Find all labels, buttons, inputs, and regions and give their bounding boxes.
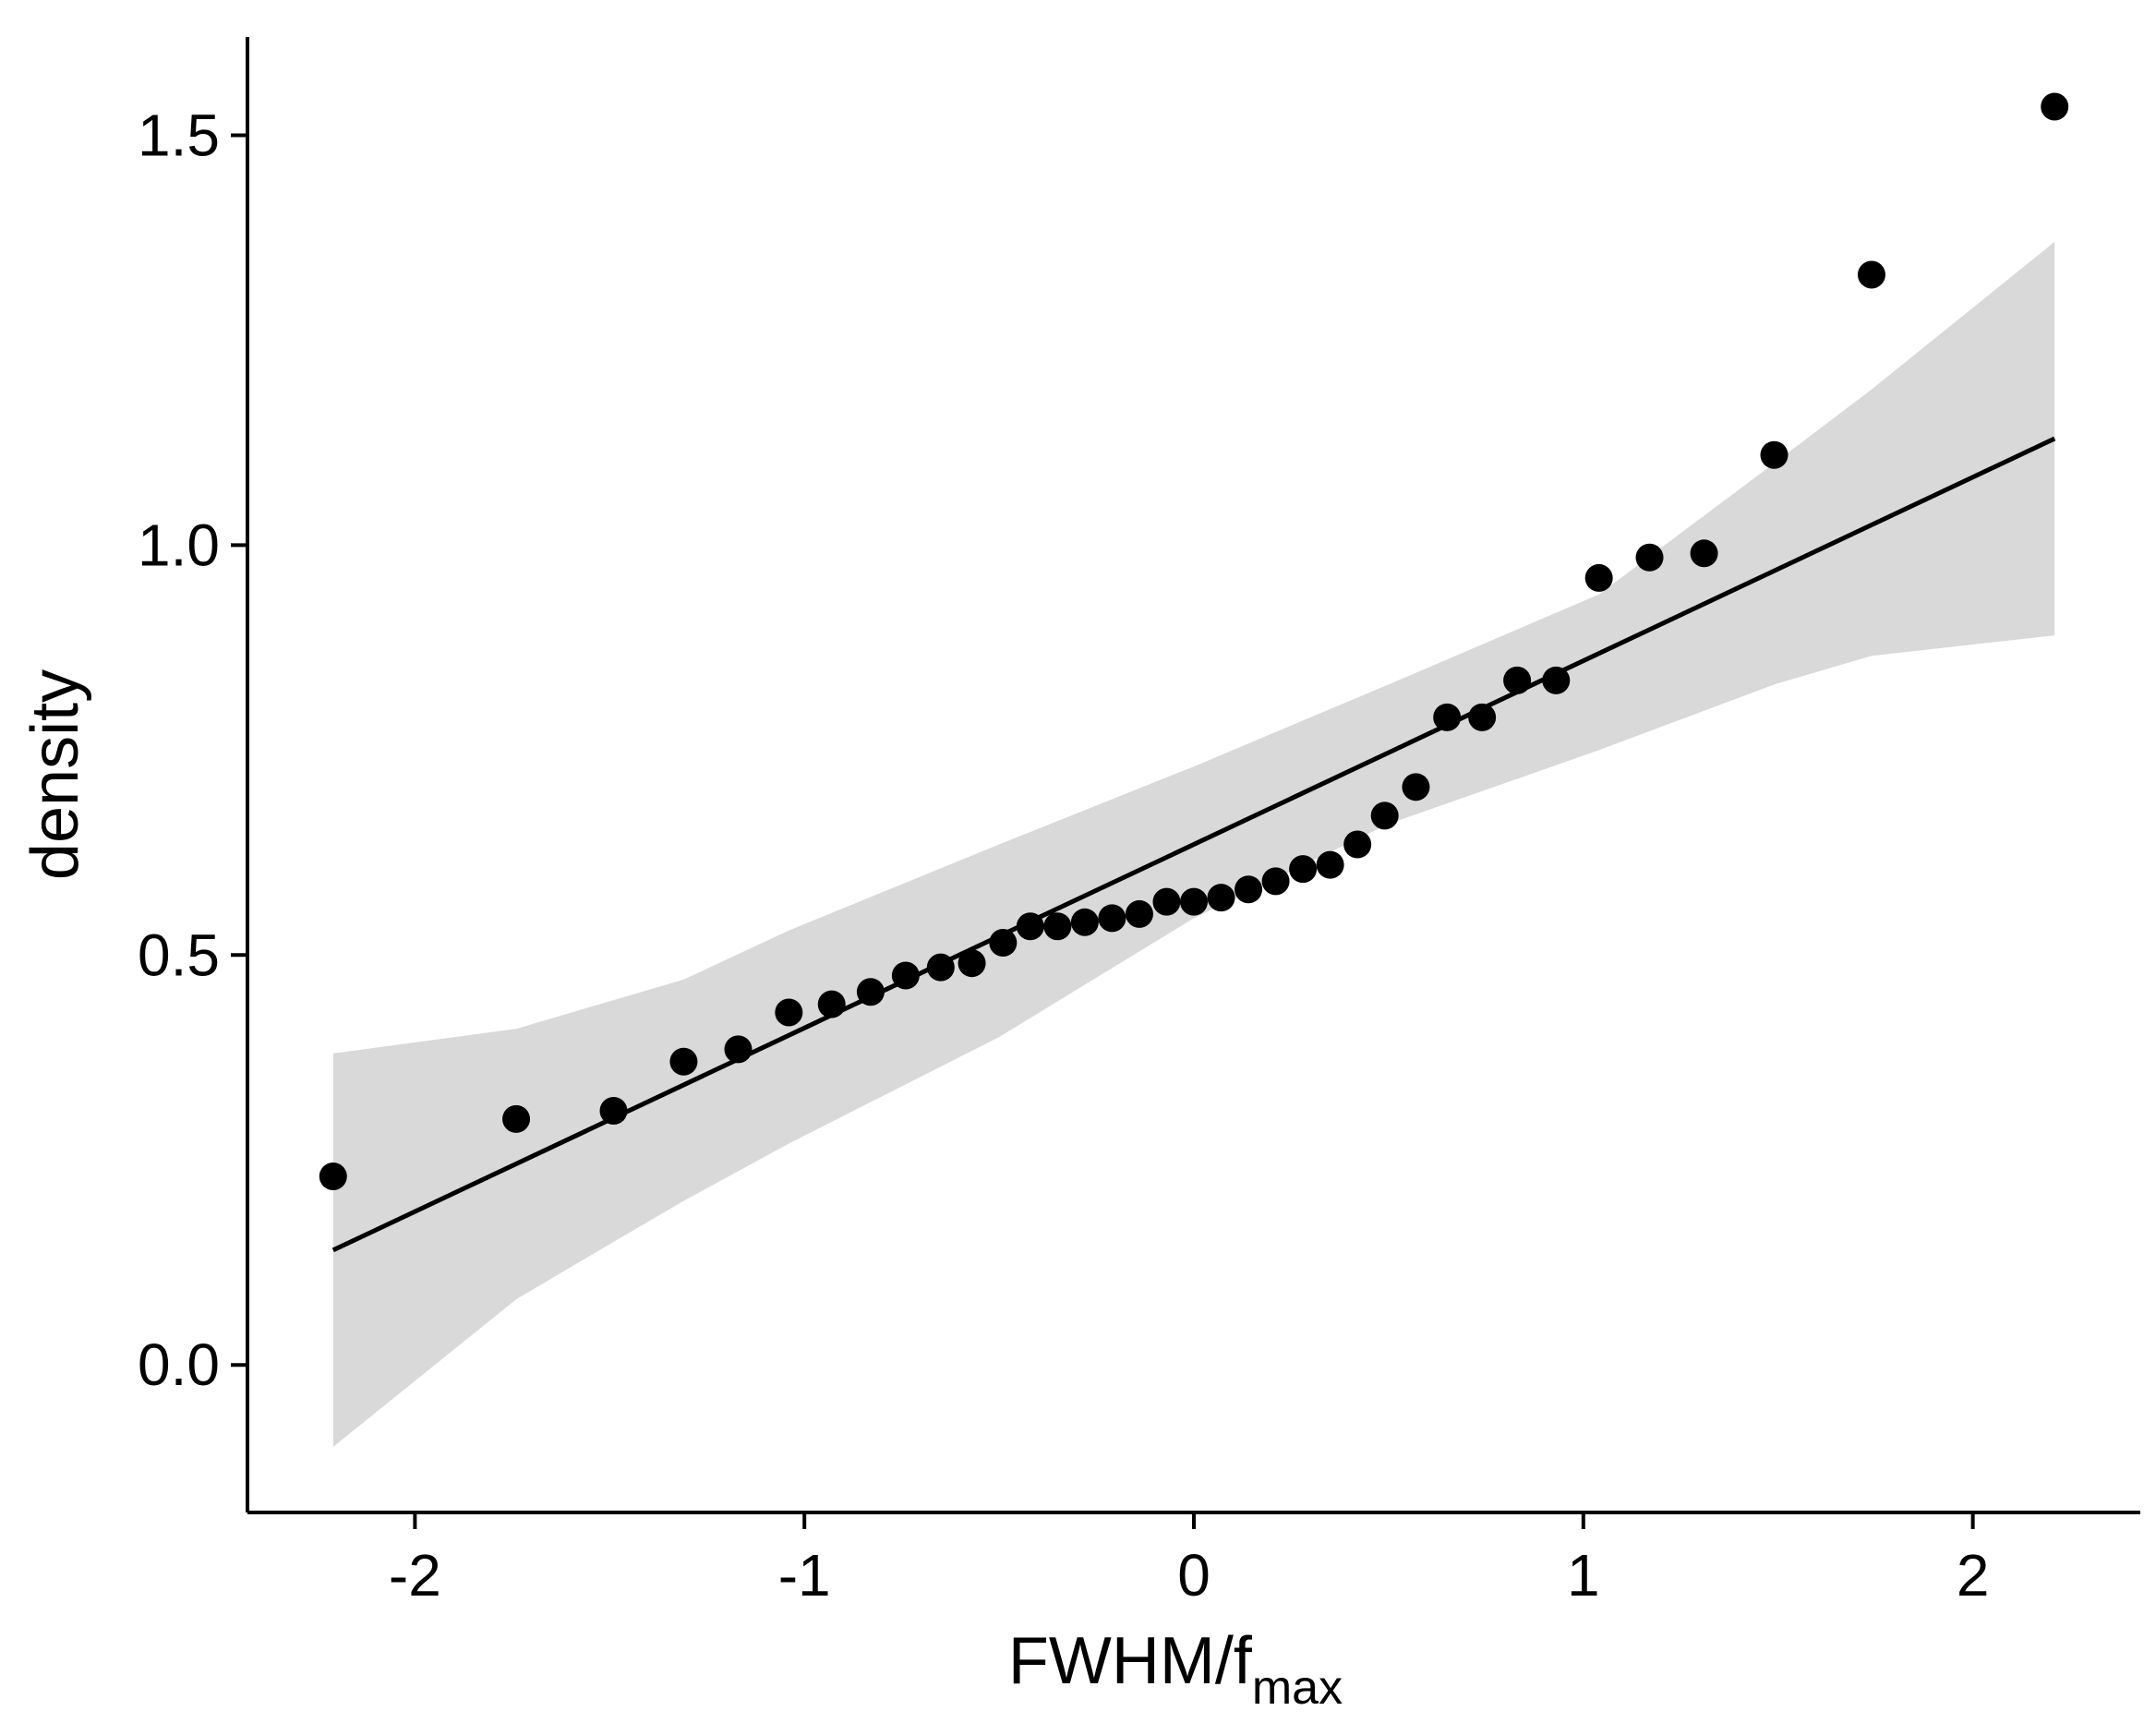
data-point bbox=[1503, 666, 1532, 694]
x-tick-label: -2 bbox=[389, 1542, 441, 1609]
data-point bbox=[1343, 830, 1372, 859]
x-tick-label: 0 bbox=[1177, 1542, 1210, 1609]
data-point bbox=[1468, 703, 1497, 731]
y-tick-label: 0.5 bbox=[138, 922, 220, 988]
data-point bbox=[1857, 260, 1885, 289]
data-point bbox=[1402, 773, 1430, 801]
data-point bbox=[1098, 904, 1126, 933]
data-point bbox=[1016, 912, 1044, 941]
data-point bbox=[775, 998, 803, 1027]
ticks-layer: -2 -1 0 1 2 0.0 0.5 1.0 1.5 bbox=[138, 102, 1989, 1609]
data-point bbox=[989, 928, 1018, 957]
y-tick-label: 0.0 bbox=[138, 1331, 220, 1398]
reference-line-layer bbox=[331, 436, 2056, 1253]
data-point bbox=[1235, 875, 1263, 904]
data-point bbox=[669, 1047, 698, 1076]
data-point bbox=[1070, 908, 1099, 936]
data-point bbox=[724, 1035, 753, 1064]
data-point bbox=[1180, 887, 1208, 916]
reference-line bbox=[331, 436, 2056, 1253]
data-point bbox=[1289, 855, 1318, 884]
data-point bbox=[1370, 801, 1399, 830]
data-point bbox=[599, 1096, 628, 1125]
y-tick-label: 1.5 bbox=[138, 102, 220, 169]
data-point bbox=[1152, 887, 1181, 916]
data-points-layer bbox=[319, 92, 2069, 1191]
data-point bbox=[1043, 912, 1072, 941]
data-point bbox=[926, 953, 955, 982]
data-point bbox=[1635, 543, 1664, 572]
data-point bbox=[1542, 666, 1571, 694]
data-point bbox=[958, 949, 986, 978]
data-point bbox=[502, 1104, 531, 1133]
y-axis-title: density bbox=[18, 669, 92, 880]
y-tick-label: 1.0 bbox=[138, 512, 220, 578]
data-point bbox=[1316, 850, 1344, 879]
data-point bbox=[856, 978, 885, 1006]
data-point bbox=[2041, 92, 2069, 121]
x-tick-label: 1 bbox=[1567, 1542, 1600, 1609]
x-tick-label: 2 bbox=[1957, 1542, 1990, 1609]
data-point bbox=[1207, 884, 1235, 912]
data-point bbox=[319, 1163, 347, 1191]
data-point bbox=[1584, 563, 1613, 592]
x-axis-title-subscript: max bbox=[1252, 1661, 1343, 1715]
data-point bbox=[1433, 703, 1462, 731]
data-point bbox=[1760, 440, 1789, 469]
data-point bbox=[1125, 899, 1153, 928]
x-axis-title: FWHM/fmax bbox=[1008, 1624, 1343, 1715]
data-point bbox=[817, 990, 846, 1018]
data-point bbox=[1690, 539, 1718, 568]
data-point bbox=[891, 961, 920, 990]
data-point bbox=[1261, 867, 1290, 896]
x-tick-label: -1 bbox=[778, 1542, 831, 1609]
x-axis-title-main: FWHM/f bbox=[1008, 1624, 1253, 1698]
